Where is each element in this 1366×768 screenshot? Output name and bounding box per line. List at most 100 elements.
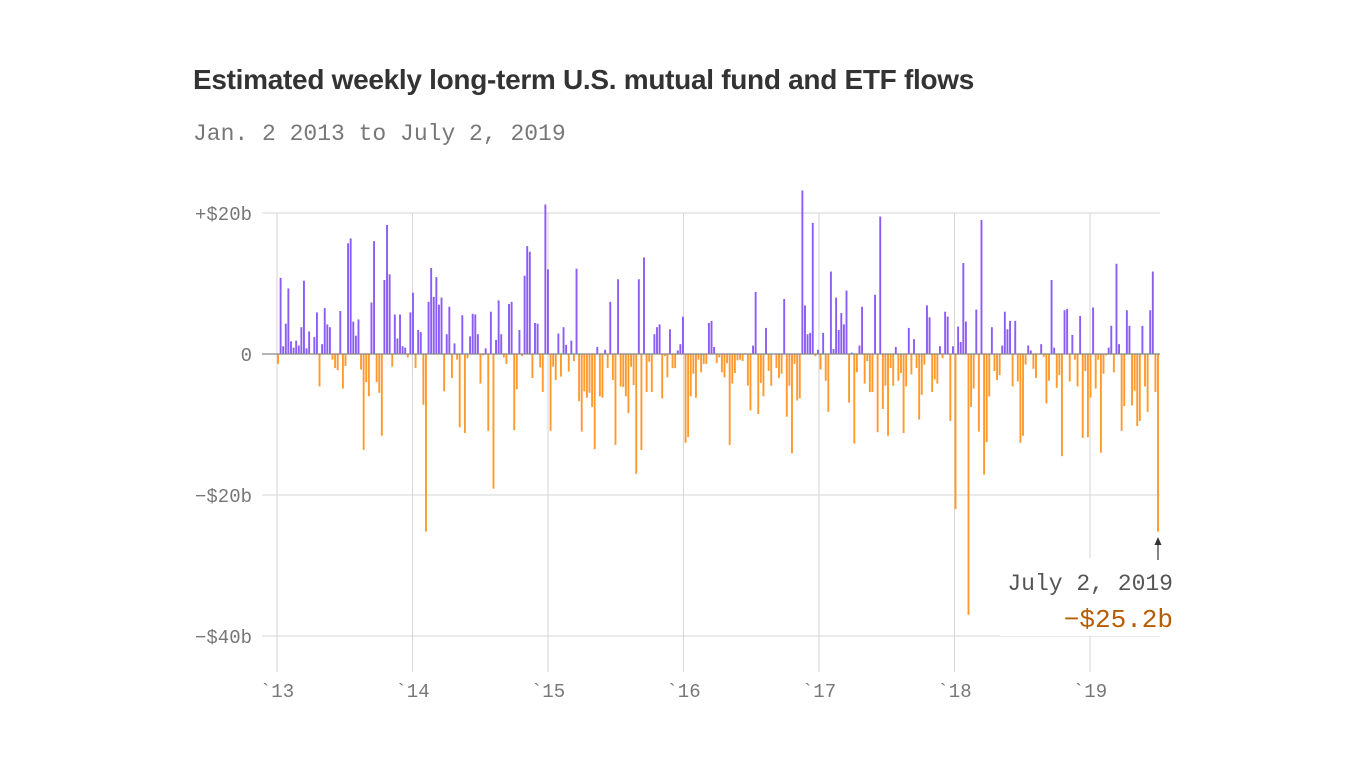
bar (988, 354, 991, 397)
bar (749, 354, 752, 411)
bar (1154, 354, 1157, 393)
bar (710, 320, 713, 354)
bar (388, 274, 391, 354)
bar (658, 324, 661, 354)
bar (435, 277, 438, 354)
bar (450, 354, 453, 378)
bar (990, 327, 993, 354)
bar (1048, 354, 1050, 381)
bar (531, 354, 534, 378)
bar (892, 354, 895, 386)
bar (923, 354, 926, 365)
bar (858, 345, 861, 354)
bar (1105, 354, 1108, 356)
bar (1131, 354, 1133, 406)
bar (1063, 310, 1066, 354)
bar (967, 354, 970, 615)
bar (419, 332, 422, 354)
x-tick-label: `18 (937, 681, 971, 703)
x-tick-label: `15 (531, 681, 565, 703)
bar (1071, 334, 1074, 354)
bar (378, 354, 381, 393)
bar (848, 354, 851, 403)
bar (409, 312, 412, 354)
bar (565, 344, 568, 354)
bar (723, 354, 726, 378)
bar (554, 354, 557, 381)
bar (445, 334, 448, 354)
x-tick-label: `17 (802, 681, 836, 703)
bar (713, 346, 716, 354)
y-tick-label: 0 (241, 345, 252, 367)
bar (1141, 325, 1144, 354)
bar (1089, 354, 1092, 398)
bar (476, 334, 479, 354)
bar (598, 354, 601, 397)
y-tick-label: −$40b (195, 627, 252, 649)
bar (975, 309, 978, 354)
bar (326, 324, 329, 354)
bar (365, 354, 368, 383)
bar (1066, 308, 1069, 354)
bar (1099, 354, 1102, 453)
bar (575, 268, 578, 354)
bar (887, 354, 889, 436)
bar (845, 290, 848, 354)
bar (998, 354, 1001, 376)
bar (606, 354, 609, 369)
bar (762, 354, 765, 397)
bar (1118, 344, 1121, 354)
bar (430, 267, 433, 354)
bar (879, 216, 882, 354)
bar (505, 354, 508, 364)
bar (1040, 344, 1043, 354)
bar (910, 354, 913, 375)
bar (295, 340, 298, 354)
bar (829, 271, 832, 354)
bar (515, 354, 518, 390)
bar (583, 354, 586, 392)
bar (422, 354, 425, 405)
bar (585, 354, 588, 398)
bar (868, 354, 871, 393)
arrow-up-icon (1154, 537, 1162, 545)
bar (783, 299, 786, 354)
bar (1024, 354, 1027, 365)
bar (798, 354, 801, 399)
bar (842, 324, 845, 354)
bar (357, 319, 360, 354)
bar (648, 354, 651, 362)
bar (562, 327, 565, 354)
bar (1042, 354, 1045, 357)
bar (1032, 354, 1035, 369)
bar (1011, 354, 1014, 387)
bar (406, 354, 409, 358)
bar (1084, 354, 1087, 371)
bar (1102, 354, 1105, 374)
bar (757, 354, 760, 414)
bar (661, 354, 664, 399)
bar (570, 340, 573, 354)
bar (578, 354, 581, 402)
bar (463, 354, 466, 433)
bar (936, 354, 939, 384)
bar (861, 306, 864, 354)
bar (972, 354, 975, 389)
bar (962, 263, 965, 354)
bar (700, 354, 703, 373)
bar (767, 354, 770, 371)
bar (336, 354, 339, 371)
chart-subtitle: Jan. 2 2013 to July 2, 2019 (193, 121, 566, 147)
bar (487, 354, 490, 431)
annotation-value: −$25.2b (1064, 605, 1173, 635)
bar (303, 280, 305, 354)
bar (362, 354, 365, 450)
x-tick-label: `13 (260, 681, 294, 703)
bar (417, 330, 420, 354)
axes: +$20b 0 −$20b −$40b `13 `14 `15 `16 `17 `18 `19 (195, 204, 1160, 703)
bar (614, 354, 617, 445)
bar (437, 304, 440, 354)
bar (1107, 347, 1110, 354)
bar (933, 354, 936, 380)
bar (414, 354, 417, 369)
